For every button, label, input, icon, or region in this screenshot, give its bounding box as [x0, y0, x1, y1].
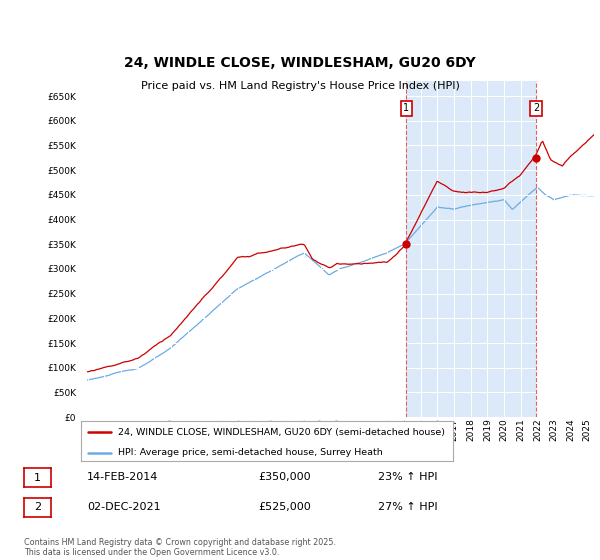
Text: £350,000: £350,000 — [258, 472, 311, 482]
Text: 23% ↑ HPI: 23% ↑ HPI — [378, 472, 437, 482]
Bar — [406, 81, 536, 417]
Text: Contains HM Land Registry data © Crown copyright and database right 2025.
This d: Contains HM Land Registry data © Crown c… — [24, 538, 336, 557]
Text: 14-FEB-2014: 14-FEB-2014 — [87, 472, 158, 482]
Text: Price paid vs. HM Land Registry's House Price Index (HPI): Price paid vs. HM Land Registry's House … — [140, 81, 460, 91]
Text: 1: 1 — [403, 103, 409, 113]
Text: 1: 1 — [34, 473, 41, 483]
Text: 27% ↑ HPI: 27% ↑ HPI — [378, 502, 437, 512]
Text: 24, WINDLE CLOSE, WINDLESHAM, GU20 6DY: 24, WINDLE CLOSE, WINDLESHAM, GU20 6DY — [124, 56, 476, 70]
Text: £525,000: £525,000 — [258, 502, 311, 512]
Text: 24, WINDLE CLOSE, WINDLESHAM, GU20 6DY (semi-detached house): 24, WINDLE CLOSE, WINDLESHAM, GU20 6DY (… — [118, 428, 445, 437]
Text: 2: 2 — [533, 103, 539, 113]
Text: HPI: Average price, semi-detached house, Surrey Heath: HPI: Average price, semi-detached house,… — [118, 448, 383, 457]
Text: 02-DEC-2021: 02-DEC-2021 — [87, 502, 161, 512]
Text: 2: 2 — [34, 502, 41, 512]
